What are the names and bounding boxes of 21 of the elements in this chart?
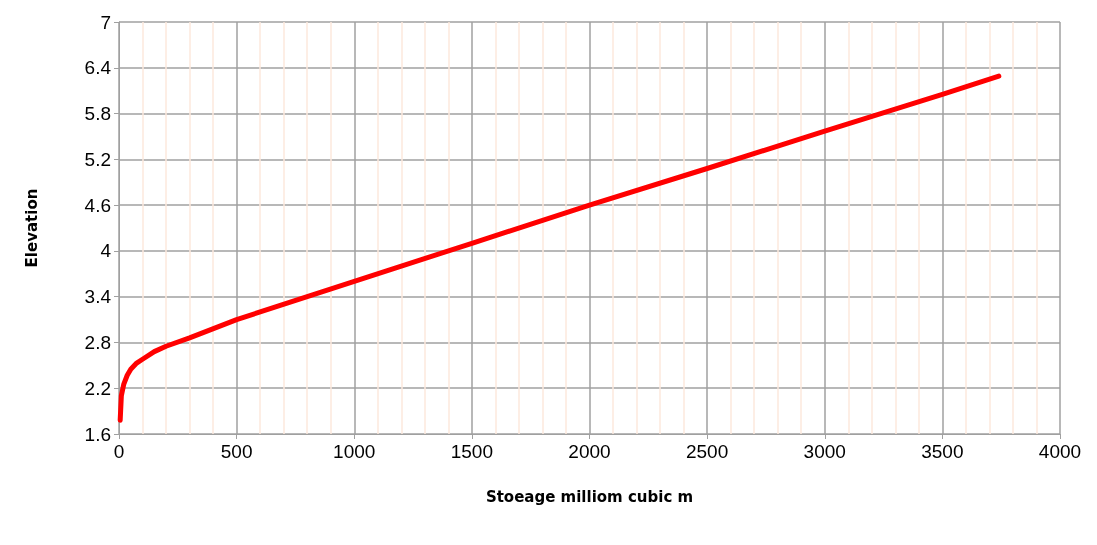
x-tick-label: 1000 <box>333 441 376 462</box>
x-tick-label: 3500 <box>921 441 964 462</box>
x-axis-title: Stoeage milliom cubic m <box>485 487 694 506</box>
x-tick-label: 3000 <box>803 441 846 462</box>
y-tick-label: 4 <box>100 240 112 262</box>
y-tick-label: 2.8 <box>84 331 111 353</box>
x-tick-label: 500 <box>220 441 253 462</box>
x-tick-label: 2500 <box>685 441 729 462</box>
y-tick-label: 7 <box>100 11 111 33</box>
x-tick-label: 0 <box>113 441 125 462</box>
y-tick-label: 5.8 <box>84 103 111 125</box>
y-tick-label: 5.2 <box>84 148 111 170</box>
x-tick-label: 2000 <box>568 441 611 462</box>
y-axis-title: Elevation <box>22 188 41 268</box>
x-tick-label: 1500 <box>450 441 494 462</box>
y-tick-label: 1.6 <box>84 423 111 445</box>
y-tick-label: 3.4 <box>84 286 112 308</box>
y-tick-label: 4.6 <box>84 194 111 216</box>
y-tick-label: 6.4 <box>84 57 112 79</box>
y-tick-label: 2.2 <box>84 377 111 399</box>
x-tick-label: 4000 <box>1038 441 1082 462</box>
